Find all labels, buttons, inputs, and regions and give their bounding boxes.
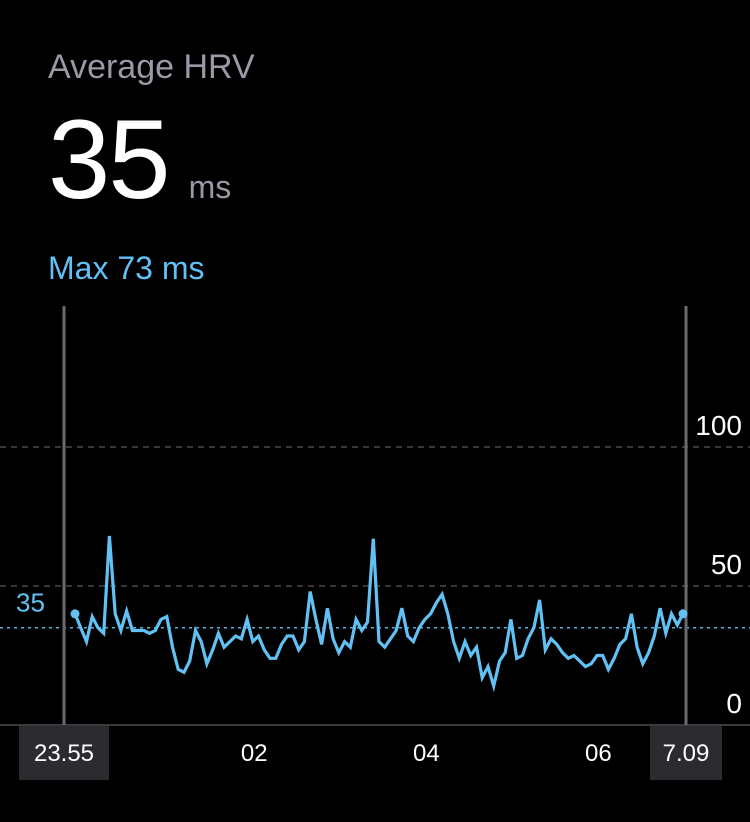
max-hrv-label: Max 73 ms [48, 250, 205, 286]
x-tick-label-02: 02 [241, 740, 268, 767]
series-start-dot [70, 609, 80, 619]
chart-labels: 100 50 0 35 23.55 7.09 02 04 06 [16, 410, 742, 780]
average-label: 35 [16, 588, 45, 618]
end-time-label: 7.09 [663, 740, 710, 767]
x-tick-label-04: 04 [413, 740, 440, 767]
start-time-label: 23.55 [34, 740, 94, 767]
y-tick-label-100: 100 [695, 410, 742, 441]
page-title: Average HRV [48, 48, 255, 86]
hrv-series [70, 535, 688, 693]
end-time-box [650, 726, 722, 780]
hrv-line [73, 535, 685, 693]
average-hrv-value: 35 [48, 97, 171, 222]
average-hrv-unit: ms [188, 169, 232, 205]
y-tick-label-0: 0 [726, 688, 742, 719]
y-tick-label-50: 50 [711, 549, 742, 580]
average-value-row: 35 ms [48, 104, 231, 216]
start-time-box [19, 726, 109, 780]
range-markers [62, 306, 688, 725]
x-tick-label-06: 06 [585, 740, 612, 767]
series-end-dot [678, 609, 688, 619]
